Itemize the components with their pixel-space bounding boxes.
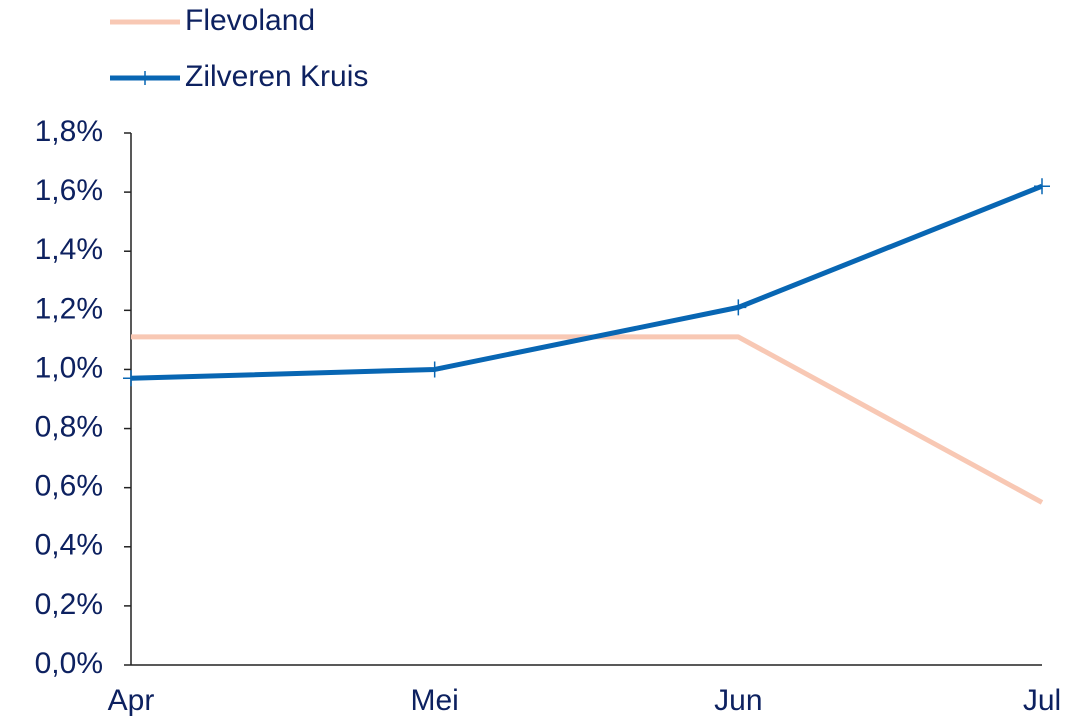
legend-label: Flevoland (185, 4, 315, 37)
legend-marker (138, 71, 152, 85)
y-tick-label: 0,8% (35, 410, 103, 443)
point-marker (730, 299, 747, 316)
legend-label: Zilveren Kruis (185, 60, 368, 93)
y-tick-label: 1,8% (35, 115, 103, 148)
x-tick-label: Apr (108, 684, 155, 717)
point-marker (123, 370, 139, 387)
series-line (131, 334, 1044, 505)
series-line (130, 183, 1043, 381)
y-tick-label: 1,6% (35, 174, 103, 207)
y-tick-label: 0,4% (35, 529, 103, 562)
y-tick-label: 1,2% (35, 292, 103, 325)
x-tick-label: Jun (714, 684, 762, 717)
x-tick-label: Mei (410, 684, 458, 717)
y-tick-label: 1,0% (35, 351, 103, 384)
point-marker (1034, 178, 1050, 195)
y-tick-label: 0,2% (35, 588, 103, 621)
y-tick-label: 0,6% (35, 470, 103, 503)
y-tick-label: 0,0% (35, 647, 103, 680)
point-marker (426, 361, 443, 378)
y-tick-label: 1,4% (35, 233, 103, 266)
x-tick-label: Jul (1023, 684, 1061, 717)
